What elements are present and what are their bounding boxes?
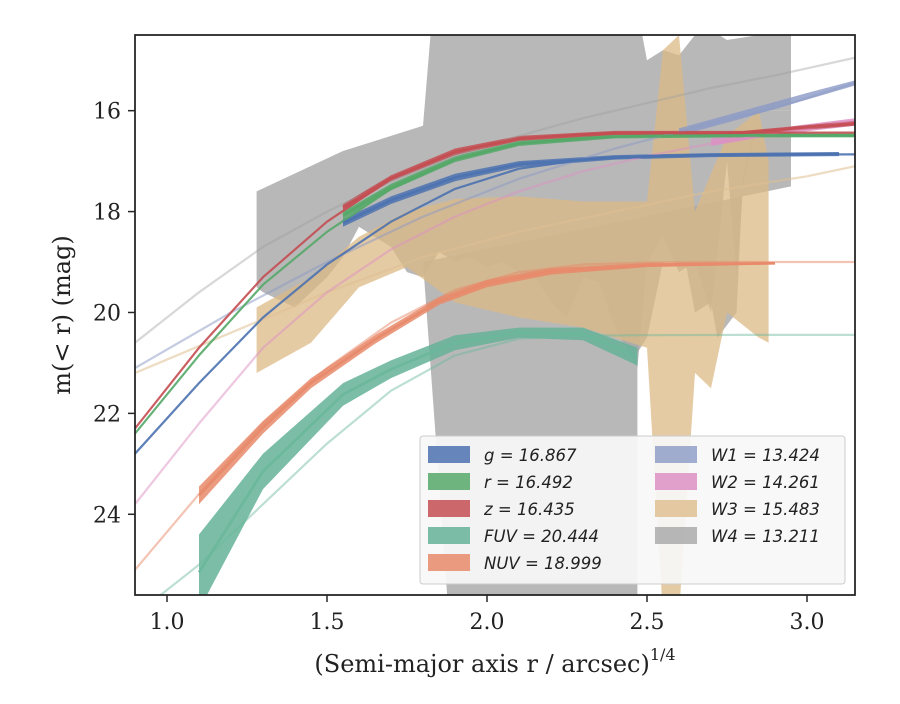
fit-curve-nuv xyxy=(135,260,855,571)
legend-swatch-r xyxy=(428,473,470,490)
band-nuv xyxy=(199,262,775,505)
legend-swatch-g xyxy=(428,446,470,463)
band-w3 xyxy=(256,35,769,595)
y-tick-label: 24 xyxy=(93,503,121,528)
fit-curve-w2 xyxy=(135,119,855,505)
legend-label-w1: W1 = 13.424 xyxy=(711,446,820,465)
plot-frame xyxy=(134,34,856,596)
profile-line-z xyxy=(342,122,855,209)
x-tick-label: 2.5 xyxy=(630,610,665,635)
band-fuv xyxy=(199,327,638,595)
profile-line-r xyxy=(342,134,855,217)
y-axis-label: m(< r) (mag) xyxy=(48,235,76,394)
fit-curve-w3 xyxy=(135,165,855,375)
x-tick-label: 3.0 xyxy=(790,610,825,635)
legend-label-r: r = 16.492 xyxy=(484,473,573,492)
legend-label-w3: W3 = 15.483 xyxy=(711,500,820,519)
x-axis-ticks: 1.0 1.5 2.0 2.5 3.0 xyxy=(150,595,825,635)
legend-swatch-w1 xyxy=(655,446,697,463)
legend-swatch-nuv xyxy=(428,554,470,571)
band-w1 xyxy=(679,80,855,136)
legend: g = 16.867 r = 16.492 z = 16.435 FUV = 20.4… xyxy=(419,435,846,585)
y-axis-ticks: 16 18 20 22 24 xyxy=(93,100,135,528)
profile-line-g xyxy=(342,152,840,225)
x-axis-label-superscript: 1/4 xyxy=(650,645,676,664)
legend-frame xyxy=(419,435,846,585)
y-tick-label: 20 xyxy=(93,301,121,326)
y-tick-label: 18 xyxy=(93,201,121,226)
fit-curve-fuv xyxy=(158,333,855,595)
y-tick-label: 16 xyxy=(93,100,121,125)
legend-swatch-w2 xyxy=(655,473,697,490)
x-axis-label: (Semi-major axis r / arcsec)1/4 xyxy=(314,645,675,678)
x-tick-label: 1.0 xyxy=(150,610,185,635)
legend-items: g = 16.867 r = 16.492 z = 16.435 FUV = 20.4… xyxy=(428,446,820,573)
legend-swatch-w4 xyxy=(655,527,697,544)
legend-label-z: z = 16.435 xyxy=(483,500,575,519)
profile-lines xyxy=(197,122,855,573)
legend-label-g: g = 16.867 xyxy=(484,446,577,465)
x-tick-label: 2.0 xyxy=(470,610,505,635)
x-tick-label: 1.5 xyxy=(310,610,345,635)
legend-swatch-w3 xyxy=(655,500,697,517)
legend-label-nuv: NUV = 18.999 xyxy=(484,554,602,573)
legend-label-fuv: FUV = 20.444 xyxy=(484,527,599,546)
legend-label-w4: W4 = 13.211 xyxy=(711,527,820,546)
legend-label-w2: W2 = 14.261 xyxy=(711,473,820,492)
x-axis-label-main: (Semi-major axis r / arcsec) xyxy=(314,650,649,678)
profile-line-nuv xyxy=(198,262,776,497)
fit-curve-w1 xyxy=(135,81,855,369)
legend-swatch-fuv xyxy=(428,527,470,544)
legend-swatch-z xyxy=(428,500,470,517)
profile-line-fuv xyxy=(197,331,638,573)
y-tick-label: 22 xyxy=(93,402,121,427)
